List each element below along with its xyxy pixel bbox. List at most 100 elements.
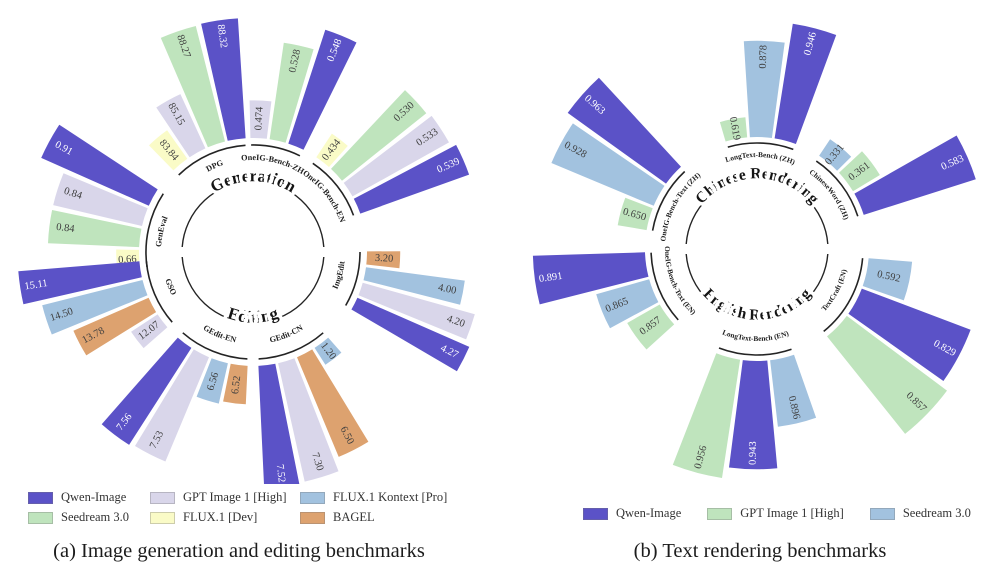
chart-bar	[297, 349, 369, 457]
bar-value-label: 7.30	[309, 451, 325, 472]
chart-bar	[314, 337, 342, 365]
bar-value-label: 3.20	[375, 253, 394, 265]
legend-item: Qwen-Image	[583, 506, 681, 521]
benchmark-tick-arc	[145, 261, 173, 323]
benchmark-label: GEdit-EN	[202, 323, 238, 344]
chart-bar	[770, 354, 817, 427]
chart-bar	[201, 18, 246, 141]
legend-swatch	[707, 507, 733, 520]
benchmark-tick-arc	[178, 144, 246, 176]
bar-value-label: 0.592	[876, 269, 901, 285]
legend-swatch	[150, 511, 175, 524]
chart-bar	[278, 358, 339, 482]
legend-swatch	[869, 507, 895, 520]
bar-value-label: 0.474	[253, 106, 265, 131]
legend-text-rendering: Qwen-Image GPT Image 1 [High] Seedream 3.0	[583, 506, 997, 521]
chart-bar	[567, 77, 681, 184]
legend-image-gen-edit: Qwen-Image GPT Image 1 [High] FLUX.1 Konte…	[28, 490, 510, 525]
benchmark-tick-arc	[145, 193, 164, 268]
legend-swatch	[28, 491, 53, 504]
chart-bar	[73, 297, 157, 356]
chart-bar	[131, 314, 168, 349]
chart-bar	[627, 304, 675, 350]
legend-item: Seedream 3.0	[28, 510, 150, 525]
chart-bar	[596, 279, 659, 329]
chart-bar	[363, 267, 465, 305]
legend-label: Qwen-Image	[61, 490, 127, 504]
legend-item: Seedream 3.0	[869, 506, 971, 521]
chart-bar	[160, 26, 225, 148]
chart-bar	[839, 151, 880, 192]
legend-swatch	[150, 491, 175, 504]
chart-bar	[551, 123, 665, 206]
benchmark-tick-arc	[650, 252, 679, 321]
bar-value-label: 88.32	[215, 24, 229, 49]
legend-item: BAGEL	[300, 510, 510, 525]
chart-bar	[156, 94, 206, 158]
caption-a: (a) Image generation and editing benchma…	[53, 540, 425, 562]
legend-item: Qwen-Image	[28, 490, 150, 505]
benchmark-label: GenEval	[154, 214, 170, 247]
chart-bar	[358, 282, 475, 340]
bar-value-label: 0.84	[56, 222, 76, 235]
chart-bar	[223, 363, 248, 405]
chart-bar	[672, 353, 741, 478]
ring-title: Chinese Rendering	[692, 165, 822, 207]
chart-bar	[819, 139, 852, 171]
bar-value-label: 6.52	[230, 375, 243, 395]
legend-item: GPT Image 1 [High]	[707, 506, 844, 521]
chart-bar	[196, 358, 228, 404]
ring-title-arc	[181, 180, 325, 248]
benchmark-label: LongText-Bench (ZH)	[724, 150, 797, 167]
chart-bar	[532, 252, 649, 305]
chart-bar	[18, 261, 142, 305]
chart-bar	[827, 315, 947, 434]
chart-bar	[617, 197, 653, 231]
benchmark-label: GSO	[163, 277, 178, 296]
chart-bar	[343, 115, 449, 197]
chart-bar	[269, 42, 314, 143]
bar-value-label: 0.878	[758, 45, 770, 69]
benchmark-tick-arc	[727, 142, 794, 151]
legend-swatch	[583, 507, 608, 520]
legend-label: GPT Image 1 [High]	[740, 506, 844, 520]
chart-bar	[366, 251, 401, 269]
chart-bar	[854, 135, 976, 215]
bar-value-label: 0.896	[786, 395, 802, 420]
benchmark-tick-arc	[815, 160, 859, 217]
chart-bar	[101, 337, 192, 445]
legend-label: Seedream 3.0	[61, 510, 130, 524]
benchmark-tick-arc	[182, 332, 248, 360]
legend-label: Qwen-Image	[616, 506, 682, 520]
benchmark-tick-arc	[258, 332, 324, 360]
legend-label: FLUX.1 [Dev]	[183, 510, 258, 524]
chart-bar	[249, 100, 272, 139]
ring-title-arc	[685, 253, 829, 321]
chart-bar	[41, 124, 158, 206]
ring-title-arc	[181, 256, 325, 324]
bar-value-label: 0.528	[287, 48, 303, 73]
chart-bar	[719, 117, 748, 142]
bar-value-label: 0.943	[748, 441, 759, 465]
chart-bar	[48, 210, 142, 248]
legend-swatch	[300, 511, 325, 524]
benchmark-tick-arc	[651, 170, 686, 231]
chart-bar	[288, 29, 357, 150]
benchmark-tick-arc	[251, 144, 301, 157]
chart-bar	[42, 280, 148, 335]
chart-bar	[774, 23, 837, 145]
chart-bar	[351, 297, 470, 372]
bar-value-label: 6.56	[205, 371, 221, 392]
radial-benchmark-charts: Generation0.660.840.840.91GenEval83.8485…	[18, 18, 976, 491]
chart-bar	[862, 258, 913, 301]
bar-value-label: 4.00	[437, 282, 457, 296]
bar-value-label: 0.891	[538, 271, 563, 285]
benchmark-label: GEdit-CN	[269, 323, 305, 344]
ring-title: English Rendering	[700, 285, 815, 324]
legend-label: BAGEL	[333, 510, 375, 524]
chart-bar	[53, 173, 148, 226]
chart-bar	[353, 144, 470, 214]
bar-value-label: 0.619	[727, 116, 742, 141]
ring-title: Editing	[225, 303, 281, 326]
